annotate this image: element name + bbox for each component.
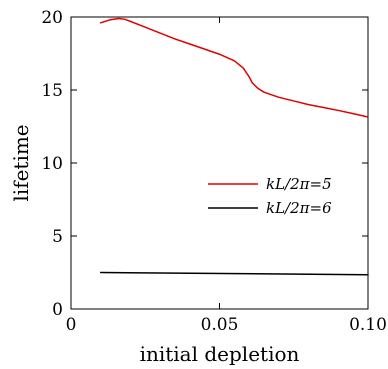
y-axis-title: lifetime (9, 124, 33, 201)
legend: kL/2π=5 kL/2π=6 (208, 175, 332, 217)
y-tick-label: 10 (41, 154, 63, 174)
legend-label-2: kL/2π=6 (266, 199, 332, 217)
ticks (70, 16, 369, 310)
y-tick-label: 5 (52, 227, 63, 247)
tick-labels: 0 0.05 0.10 0 5 10 15 20 (41, 8, 387, 335)
y-tick-label: 20 (41, 8, 63, 28)
series-line-1 (99, 17, 369, 118)
plot-frame (70, 16, 369, 310)
legend-label-1: kL/2π=5 (266, 175, 332, 193)
x-tick-label: 0.10 (349, 315, 387, 335)
series-layer (99, 17, 369, 276)
plot-area (70, 16, 369, 310)
series-line-2 (99, 271, 369, 276)
y-tick-label: 15 (41, 81, 63, 101)
x-tick-label: 0 (66, 315, 77, 335)
x-axis-title: initial depletion (140, 342, 300, 366)
y-tick-label: 0 (52, 300, 63, 320)
x-tick-label: 0.05 (201, 315, 239, 335)
